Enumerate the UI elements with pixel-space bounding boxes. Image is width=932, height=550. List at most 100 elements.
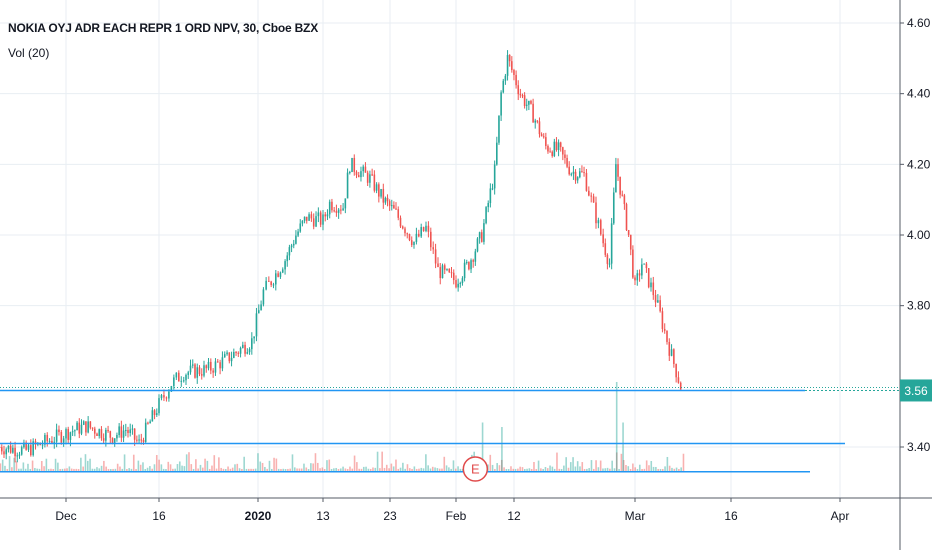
- candle-body: [257, 310, 260, 314]
- candle-body: [277, 273, 279, 277]
- candle-body: [540, 134, 543, 137]
- candle: [319, 210, 322, 228]
- candle-body: [357, 175, 360, 178]
- candle-body: [615, 164, 617, 193]
- candle: [32, 438, 34, 457]
- candle-body: [96, 433, 98, 436]
- candle-body: [308, 214, 310, 221]
- volume-bar: [250, 468, 252, 472]
- volume-bar: [425, 454, 427, 472]
- candle-body: [7, 445, 10, 450]
- candle-body: [437, 263, 439, 268]
- candle-body: [32, 441, 34, 456]
- volume-bar: [63, 468, 66, 472]
- candle: [425, 221, 427, 233]
- earnings-marker[interactable]: E: [462, 456, 489, 482]
- volume-bar: [119, 466, 121, 472]
- volume-bar: [602, 468, 604, 472]
- volume-bar: [372, 467, 374, 472]
- chart-grid: [0, 0, 900, 498]
- candle-body: [322, 214, 324, 225]
- volume-bar: [599, 460, 602, 472]
- volume-bar: [560, 468, 563, 472]
- volume-bar: [68, 466, 71, 472]
- candle: [87, 416, 89, 434]
- candle: [617, 158, 619, 181]
- candle-body: [457, 283, 459, 288]
- candle-body: [500, 92, 502, 116]
- volume-bar: [238, 468, 241, 472]
- price-tick-label: 4.40: [907, 87, 931, 101]
- volume-bar: [275, 458, 278, 472]
- candle-body: [621, 194, 624, 196]
- candle-body: [230, 357, 233, 362]
- volume-bar: [174, 468, 176, 472]
- candle-body: [187, 372, 190, 375]
- volume-indicator-label[interactable]: Vol (20): [8, 46, 50, 60]
- candle-body: [260, 304, 262, 311]
- volume-bar: [397, 468, 400, 472]
- volume-bar: [565, 457, 567, 472]
- candle-body: [366, 172, 369, 183]
- candle-body: [576, 177, 579, 181]
- candle: [418, 229, 420, 238]
- candle: [406, 232, 409, 239]
- candle-body: [508, 55, 511, 62]
- time-tick-label: 23: [383, 509, 397, 523]
- horizontal-lines[interactable]: [0, 386, 900, 473]
- volume-bar: [155, 455, 158, 472]
- candle-body: [627, 230, 630, 235]
- candle: [592, 193, 595, 203]
- volume-bar: [261, 462, 264, 472]
- candle-body: [131, 428, 134, 430]
- candle: [107, 425, 109, 433]
- volume-bar: [422, 468, 425, 472]
- candle: [265, 277, 267, 291]
- candle: [317, 207, 320, 223]
- candle-body: [360, 171, 362, 178]
- candle: [326, 209, 329, 220]
- volume-bar: [349, 466, 351, 472]
- candle: [380, 188, 382, 199]
- volume-bar: [86, 460, 89, 472]
- candle: [187, 370, 190, 379]
- volume-bar: [144, 468, 147, 472]
- volume-bar: [243, 456, 245, 472]
- candle: [242, 341, 244, 349]
- volume-bar: [1, 459, 4, 472]
- volume-bar: [632, 463, 634, 472]
- candle-body: [113, 438, 116, 444]
- candle: [540, 132, 543, 137]
- candle: [235, 351, 237, 356]
- volume-bar: [73, 468, 75, 472]
- candle: [129, 423, 132, 437]
- candle-body: [517, 85, 520, 95]
- volume-bar: [583, 469, 586, 472]
- candle-body: [530, 100, 532, 104]
- volume-bar: [408, 468, 411, 472]
- candle: [559, 141, 562, 152]
- volume-bar: [643, 468, 646, 472]
- candle: [362, 164, 364, 177]
- volume-bar: [190, 464, 193, 472]
- volume-bar: [590, 460, 593, 472]
- candle-body: [349, 171, 351, 173]
- candle-body: [155, 413, 158, 416]
- volume-bar: [454, 468, 457, 472]
- candle: [393, 201, 395, 209]
- candle-body: [151, 410, 154, 422]
- volume-bar: [277, 468, 280, 472]
- volume-bar: [234, 464, 236, 472]
- candle: [324, 211, 327, 222]
- candle: [643, 263, 645, 265]
- candle-body: [239, 347, 242, 354]
- candle-body: [189, 365, 192, 373]
- volume-bar: [645, 460, 648, 472]
- candle-body: [604, 243, 607, 255]
- candle: [668, 338, 671, 362]
- candle: [517, 80, 520, 101]
- volume-bar: [24, 468, 27, 472]
- candle-body: [654, 295, 657, 303]
